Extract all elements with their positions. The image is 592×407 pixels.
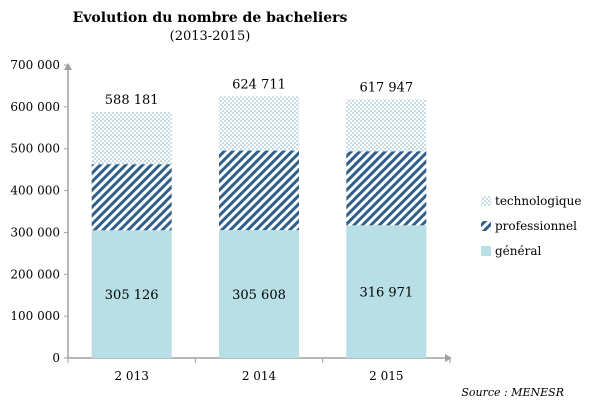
y-tick-label: 0	[52, 351, 60, 365]
legend-label: technologique	[495, 194, 581, 208]
bar-segment-technologique	[346, 99, 427, 152]
bar-segment-général	[346, 225, 427, 358]
y-tick-label: 100 000	[10, 309, 60, 323]
bar-base-label: 305 608	[232, 288, 286, 303]
y-axis-arrow	[64, 63, 72, 70]
x-tick-label: 2 014	[242, 369, 277, 383]
bar-segment-technologique	[219, 96, 299, 151]
x-tick-label: 2 013	[114, 369, 148, 383]
bar-total-label: 588 181	[105, 93, 159, 108]
chart-title: Evolution du nombre de bacheliers	[72, 10, 348, 26]
bar-base-label: 316 971	[359, 286, 413, 301]
legend-label: général	[495, 244, 542, 258]
y-tick-label: 200 000	[10, 267, 60, 281]
bar-segment-professionnel	[219, 150, 299, 231]
bar-total-label: 617 947	[359, 80, 413, 95]
bar-segment-professionnel	[346, 151, 427, 226]
y-tick-label: 700 000	[10, 58, 60, 72]
legend-label: professionnel	[495, 219, 577, 233]
legend-swatch-technologique	[481, 196, 491, 206]
y-tick-label: 600 000	[10, 100, 60, 114]
x-axis-arrow	[445, 354, 452, 362]
y-tick-label: 500 000	[10, 142, 60, 156]
bar-segment-professionnel	[91, 164, 172, 231]
bar-segment-général	[219, 230, 299, 358]
y-tick-label: 300 000	[10, 225, 60, 239]
bar-base-label: 305 126	[105, 288, 159, 303]
x-tick-label: 2 015	[369, 369, 403, 383]
chart-subtitle: (2013-2015)	[169, 29, 251, 44]
bar-segment-général	[91, 230, 172, 358]
chart-source: Source : MENESR	[461, 386, 564, 399]
legend-swatch-professionnel	[481, 221, 491, 231]
bar-total-label: 624 711	[232, 78, 286, 93]
bar-segment-technologique	[91, 111, 172, 165]
y-tick-label: 400 000	[10, 184, 60, 198]
legend-swatch-général	[481, 246, 491, 256]
